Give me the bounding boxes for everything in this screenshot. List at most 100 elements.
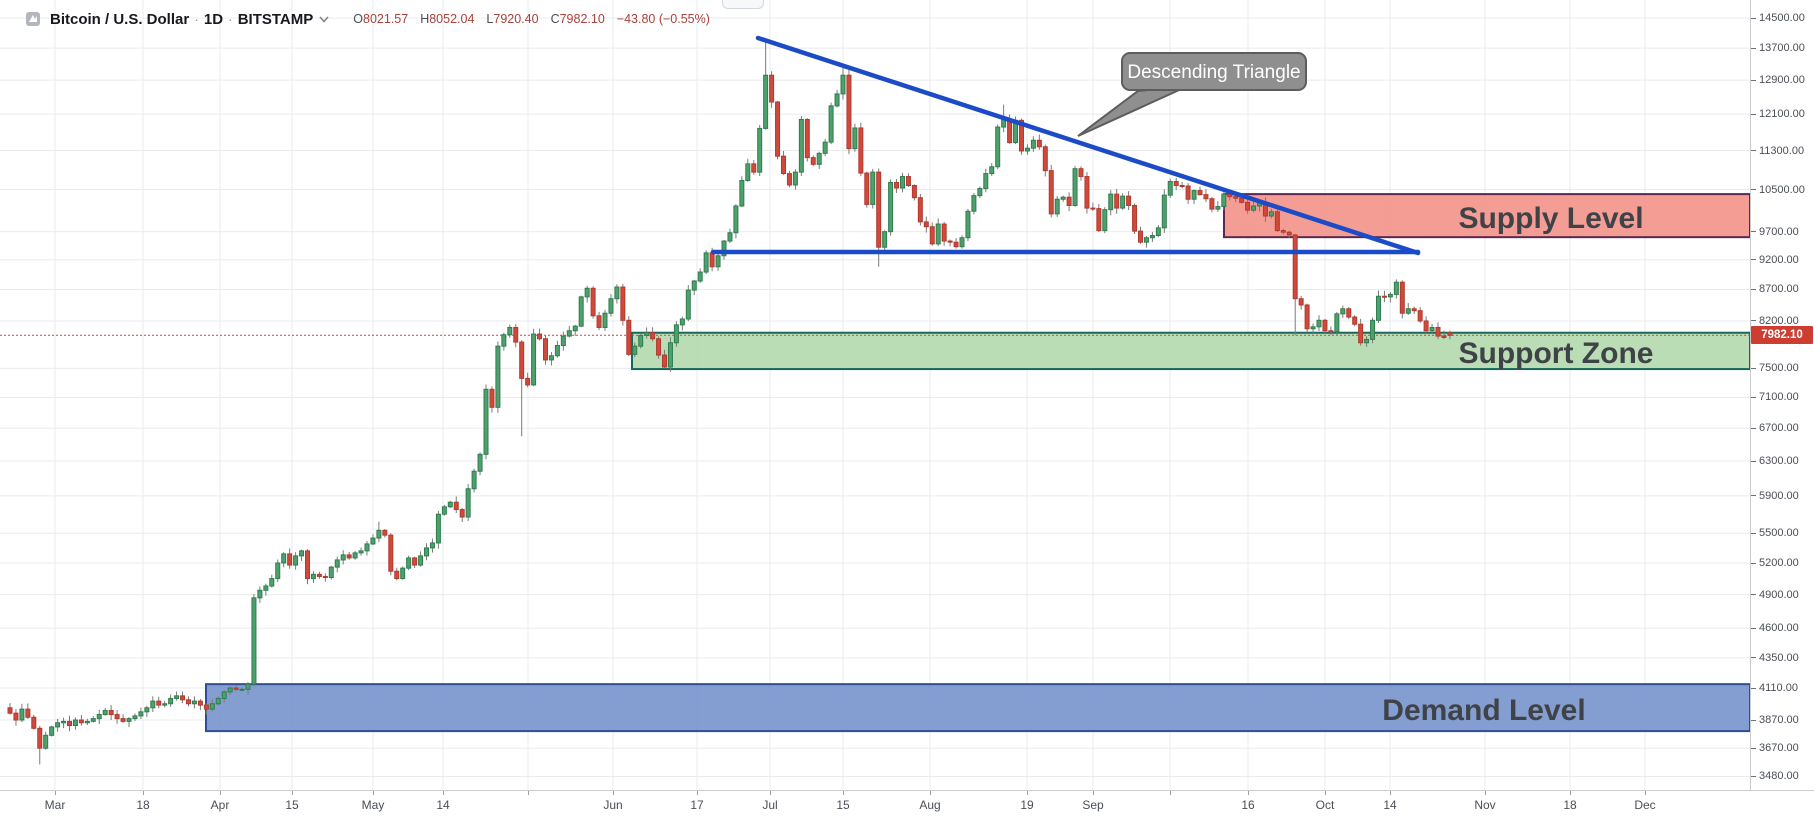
candle-body <box>49 726 55 736</box>
price-tick: 12100.00 <box>1751 108 1805 120</box>
candle-body <box>1340 308 1346 315</box>
candles <box>7 41 1453 765</box>
price-chart[interactable]: Supply Level Support Zone Demand Level Desc… <box>0 0 1750 790</box>
price-tick: 14500.00 <box>1751 12 1805 24</box>
candle-body <box>1191 190 1197 200</box>
price-tick: 5200.00 <box>1751 557 1799 569</box>
candle-body <box>626 319 632 355</box>
price-axis[interactable]: 7982.10 14500.00 13700.00 12900.00 12100.00… <box>1750 0 1814 790</box>
candle-body <box>858 127 864 174</box>
candle-body <box>429 542 435 549</box>
candle-body <box>55 722 61 728</box>
candle-body <box>691 280 697 291</box>
chevron-down-icon[interactable] <box>319 15 329 23</box>
candle-body <box>1126 195 1132 206</box>
candle-body <box>1203 194 1209 200</box>
candle-body <box>614 286 620 300</box>
candle-body <box>531 333 537 386</box>
candle-body <box>1274 211 1280 232</box>
candle-body <box>971 195 977 212</box>
candle-body <box>1304 304 1310 330</box>
candle-body <box>400 567 406 580</box>
price-tick: 9700.00 <box>1751 226 1799 238</box>
candle-body <box>233 687 239 690</box>
candle-body <box>13 712 19 721</box>
candle-body <box>757 127 763 173</box>
candle-body <box>453 501 459 511</box>
candle-body <box>156 700 162 706</box>
price-tick: 4350.00 <box>1751 652 1799 664</box>
candle-body <box>1066 196 1072 206</box>
candle-body <box>977 188 983 197</box>
candle-body <box>1019 119 1024 152</box>
candle-body <box>376 529 382 539</box>
callout-annotation[interactable]: Descending Triangle <box>1077 52 1307 137</box>
candle-body <box>316 573 322 577</box>
candle-body <box>1435 326 1441 337</box>
candle-body <box>275 562 281 580</box>
candle-body <box>941 223 947 242</box>
candle-body <box>775 101 781 157</box>
candle-body <box>299 550 305 557</box>
change-value: −43.80 (−0.55%) <box>616 12 710 26</box>
candle-body <box>739 180 745 207</box>
candle-body <box>251 597 257 685</box>
candle-body <box>25 708 31 718</box>
close-label: C <box>550 12 560 26</box>
supply-zone[interactable] <box>1223 193 1750 239</box>
candle-body <box>965 210 971 239</box>
open-value: 8021.57 <box>363 12 409 26</box>
candle-body <box>435 513 441 544</box>
interval-label[interactable]: 1D <box>203 10 224 28</box>
descending-trendline[interactable] <box>755 35 1421 256</box>
candle-body <box>1143 237 1149 243</box>
candle-body <box>667 342 673 368</box>
candle-body <box>489 388 495 408</box>
open-label: O <box>353 12 364 26</box>
candle-body <box>751 163 757 173</box>
candle-body <box>310 573 316 580</box>
candle-body <box>763 74 769 129</box>
candle-body <box>221 691 227 699</box>
candle-body <box>328 566 334 579</box>
candle-body <box>114 714 120 720</box>
candle-body <box>1292 234 1298 300</box>
candle-body <box>620 286 626 321</box>
candle-body <box>1328 330 1334 333</box>
price-tick: 12900.00 <box>1751 74 1805 86</box>
candle-body <box>334 559 340 568</box>
candle-body <box>1352 316 1358 325</box>
candle-body <box>1227 193 1233 198</box>
candle-body <box>1209 198 1215 210</box>
support-zone[interactable] <box>631 331 1750 371</box>
candle-body <box>168 697 174 705</box>
candle-body <box>424 547 429 557</box>
candle-body <box>150 700 156 709</box>
symbol-title: Bitcoin / U.S. Dollar <box>50 10 190 28</box>
candle-body <box>239 688 245 691</box>
candle-body <box>1024 147 1030 152</box>
candle-body <box>370 537 376 545</box>
candle-body <box>679 318 685 326</box>
price-tick: 7500.00 <box>1751 362 1799 374</box>
exchange-label: BITSTAMP <box>237 10 314 28</box>
candle-body <box>37 727 43 749</box>
candle-body <box>733 205 739 234</box>
time-axis[interactable]: Mar 18 Apr 15 May 14 Jun 17 Jul 15 Aug 19 Sep 16 Oct 14… <box>0 790 1814 820</box>
toolbar-collapse-handle[interactable] <box>722 0 764 9</box>
candle-body <box>828 105 834 143</box>
candle-body <box>894 182 900 189</box>
price-tick: 5900.00 <box>1751 490 1799 502</box>
candle-body <box>465 488 471 518</box>
candle-body <box>447 501 453 508</box>
candle-body <box>905 176 911 187</box>
callout-box <box>1121 52 1307 91</box>
candle-body <box>911 185 917 199</box>
candle-body <box>822 141 828 154</box>
candle-body <box>197 700 203 706</box>
candle-body <box>215 697 221 705</box>
candle-body <box>287 553 293 566</box>
candle-body <box>1429 326 1435 332</box>
symbol-selector[interactable]: Bitcoin / U.S. Dollar · 1D · BITSTAMP <box>26 11 329 28</box>
candle-body <box>900 176 905 189</box>
